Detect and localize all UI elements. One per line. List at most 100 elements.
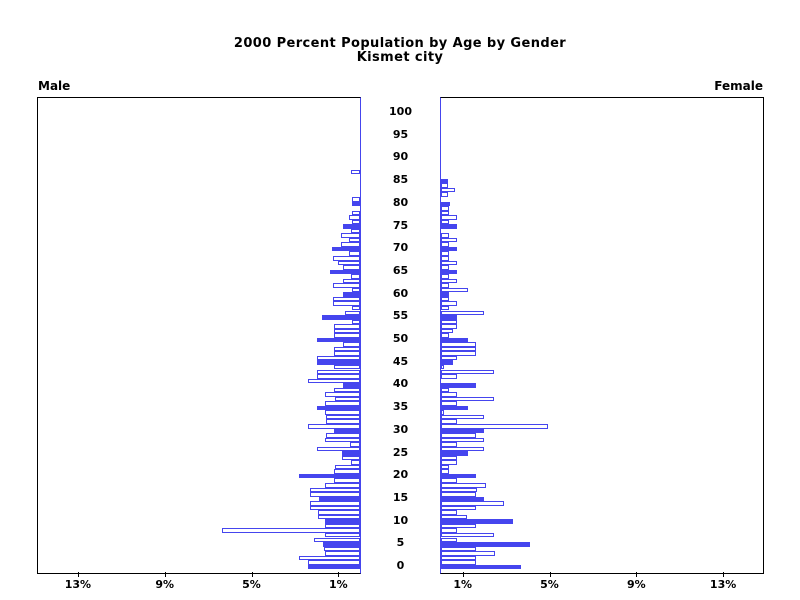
male-bar-age-53 xyxy=(334,324,360,329)
female-bar-age-22 xyxy=(441,464,449,470)
female-bar-age-0 xyxy=(441,564,522,570)
male-bar-age-35 xyxy=(316,405,360,411)
female-bar-age-58 xyxy=(441,301,458,306)
male-bar-age-22 xyxy=(335,464,360,470)
age-tick-label-45: 45 xyxy=(392,354,409,368)
male-bar-age-61 xyxy=(352,287,360,293)
pct-tick xyxy=(636,572,638,577)
pct-tick xyxy=(549,572,551,577)
male-bar-age-29 xyxy=(326,433,360,438)
male-bar-age-15 xyxy=(318,496,360,502)
male-bar-age-19 xyxy=(334,478,360,483)
female-bar-age-40 xyxy=(441,383,476,388)
male-bar-age-73 xyxy=(340,233,360,238)
male-bar-age-6 xyxy=(314,537,360,543)
male-bar-age-9 xyxy=(325,523,360,529)
male-bar-age-63 xyxy=(342,278,360,284)
female-bar-age-64 xyxy=(441,274,449,279)
female-bar-age-44 xyxy=(441,364,445,370)
male-bar-age-74 xyxy=(351,228,360,234)
male-bar-age-17 xyxy=(310,487,360,493)
male-bar-age-55 xyxy=(322,315,360,320)
male-bar-age-23 xyxy=(351,460,360,465)
male-bar-age-13 xyxy=(310,505,360,511)
male-bar-age-18 xyxy=(325,483,360,488)
male-bar-age-38 xyxy=(325,392,360,397)
female-bar-age-82 xyxy=(441,192,448,197)
female-bar-age-49 xyxy=(441,342,476,347)
male-bar-age-26 xyxy=(316,446,360,452)
male-bar-age-40 xyxy=(342,383,360,388)
age-tick-label-15: 15 xyxy=(392,490,409,504)
male-bar-age-30 xyxy=(334,428,360,434)
female-bar-age-6 xyxy=(441,537,458,543)
age-tick-label-60: 60 xyxy=(392,286,409,300)
pct-tick-label: 13% xyxy=(64,578,92,591)
male-bar-age-62 xyxy=(332,283,360,288)
female-bar-age-57 xyxy=(441,305,449,311)
female-bar-age-63 xyxy=(441,278,458,284)
female-bar-age-10 xyxy=(441,519,513,524)
female-bar-age-85 xyxy=(441,178,448,184)
pct-tick xyxy=(164,572,166,577)
male-bar-age-77 xyxy=(349,215,360,220)
male-bar-age-49 xyxy=(342,342,360,347)
female-bar-age-47 xyxy=(441,351,476,356)
female-bar-age-53 xyxy=(441,324,458,329)
pct-tick xyxy=(251,572,253,577)
age-tick-label-100: 100 xyxy=(389,105,412,118)
male-bar-age-43 xyxy=(316,369,360,375)
male-bar-age-50 xyxy=(316,337,360,343)
female-bar-age-68 xyxy=(441,256,449,261)
age-tick-label-85: 85 xyxy=(392,173,409,187)
age-tick-label-25: 25 xyxy=(392,445,409,459)
male-bar-age-60 xyxy=(342,292,360,297)
female-bar-age-34 xyxy=(441,410,445,415)
female-bar-age-37 xyxy=(441,396,495,402)
female-bar-age-9 xyxy=(441,523,476,529)
age-tick-label-10: 10 xyxy=(392,513,409,527)
age-tick-label-95: 95 xyxy=(392,127,409,141)
female-bar-age-8 xyxy=(441,528,458,533)
male-bar-age-78 xyxy=(352,210,360,216)
female-bar-age-61 xyxy=(441,287,469,293)
female-bar-age-19 xyxy=(441,478,458,483)
male-bar-age-2 xyxy=(299,555,360,561)
female-bar-age-36 xyxy=(441,401,458,406)
male-bar-age-57 xyxy=(352,305,360,311)
male-bar-age-72 xyxy=(349,237,360,243)
female-bar-age-4 xyxy=(441,546,476,552)
male-bar-age-48 xyxy=(334,346,360,352)
female-bar-age-48 xyxy=(441,346,476,352)
male-bar-age-76 xyxy=(352,219,360,225)
male-bar-age-27 xyxy=(350,442,360,447)
female-bar-age-16 xyxy=(441,492,476,497)
male-bar-age-47 xyxy=(334,351,360,356)
female-bar-age-51 xyxy=(441,333,449,338)
age-tick-label-80: 80 xyxy=(392,195,409,209)
age-tick-label-20: 20 xyxy=(392,468,409,482)
female-bar-age-60 xyxy=(441,292,449,297)
male-bar-age-67 xyxy=(338,260,360,266)
female-bar-age-67 xyxy=(441,260,458,266)
male-bar-age-87 xyxy=(351,169,360,175)
male-bar-age-10 xyxy=(325,519,360,524)
male-bar-age-69 xyxy=(349,251,360,256)
male-bar-age-1 xyxy=(307,560,360,565)
male-bar-age-52 xyxy=(334,328,360,334)
female-bar-age-59 xyxy=(441,296,449,302)
female-bar-age-50 xyxy=(441,337,469,343)
female-bar-age-33 xyxy=(441,414,485,420)
female-bar-age-75 xyxy=(441,224,458,229)
female-bar-age-65 xyxy=(441,269,458,275)
female-bar-age-28 xyxy=(441,437,485,443)
male-bar-age-28 xyxy=(325,437,360,443)
female-bar-age-14 xyxy=(441,501,504,506)
male-bar-age-66 xyxy=(342,265,360,270)
female-bar-age-39 xyxy=(441,387,449,393)
male-bar-age-42 xyxy=(316,374,360,379)
age-tick-label-5: 5 xyxy=(396,536,405,550)
age-tick-label-75: 75 xyxy=(392,218,409,232)
female-bar-age-26 xyxy=(441,446,485,452)
female-bar-age-76 xyxy=(441,219,449,225)
